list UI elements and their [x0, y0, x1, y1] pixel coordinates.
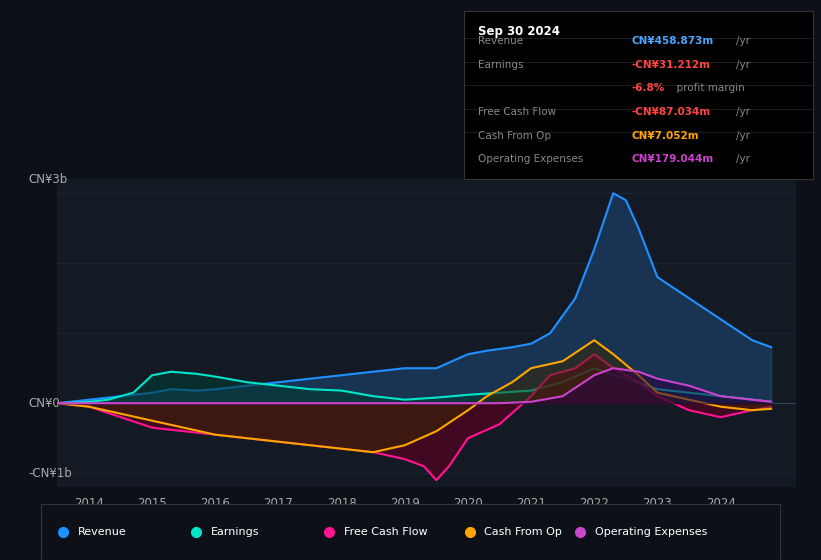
Text: /yr: /yr	[736, 130, 750, 141]
Text: Earnings: Earnings	[478, 60, 523, 70]
Text: -CN¥87.034m: -CN¥87.034m	[631, 107, 711, 117]
Text: CN¥179.044m: CN¥179.044m	[631, 154, 713, 164]
Text: Free Cash Flow: Free Cash Flow	[478, 107, 556, 117]
Text: /yr: /yr	[736, 107, 750, 117]
Text: Revenue: Revenue	[78, 527, 126, 537]
Text: Free Cash Flow: Free Cash Flow	[344, 527, 428, 537]
Text: /yr: /yr	[736, 36, 750, 46]
Text: Operating Expenses: Operating Expenses	[595, 527, 708, 537]
Text: Revenue: Revenue	[478, 36, 523, 46]
Text: profit margin: profit margin	[670, 83, 745, 94]
Text: -CN¥31.212m: -CN¥31.212m	[631, 60, 710, 70]
Text: -CN¥1b: -CN¥1b	[28, 466, 71, 480]
Text: /yr: /yr	[736, 154, 750, 164]
Text: CN¥7.052m: CN¥7.052m	[631, 130, 699, 141]
Text: Cash From Op: Cash From Op	[478, 130, 551, 141]
Text: Cash From Op: Cash From Op	[484, 527, 562, 537]
Text: Operating Expenses: Operating Expenses	[478, 154, 583, 164]
Text: -6.8%: -6.8%	[631, 83, 664, 94]
Text: Earnings: Earnings	[211, 527, 259, 537]
Text: CN¥458.873m: CN¥458.873m	[631, 36, 713, 46]
Text: CN¥0: CN¥0	[28, 396, 60, 410]
Text: Sep 30 2024: Sep 30 2024	[478, 25, 560, 38]
Text: /yr: /yr	[736, 60, 750, 70]
Text: CN¥3b: CN¥3b	[28, 172, 67, 186]
